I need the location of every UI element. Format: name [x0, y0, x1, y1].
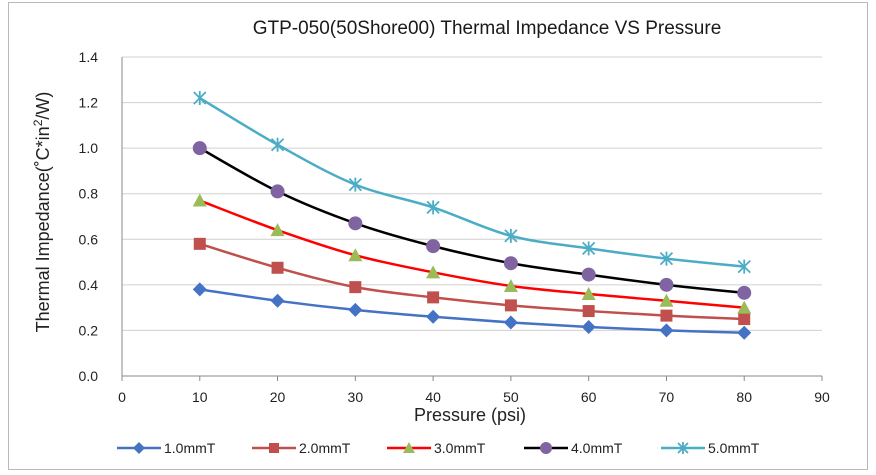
data-point-marker: [582, 305, 595, 318]
data-point-marker: [348, 216, 363, 231]
data-point-marker: [403, 442, 415, 453]
chart-title: GTP-050(50Shore00) Thermal Impedance VS …: [253, 18, 722, 39]
series-5.0mmT: [193, 91, 751, 274]
legend-item-3.0mmT: 3.0mmT: [387, 440, 486, 456]
data-point-marker: [504, 299, 517, 312]
data-point-marker: [737, 325, 752, 340]
y-tick-label: 0.8: [79, 186, 99, 202]
data-point-marker: [659, 323, 674, 338]
y-tick-label: 1.4: [79, 49, 99, 65]
x-tick-label: 70: [659, 389, 675, 405]
x-tick-label: 0: [118, 389, 126, 405]
x-tick-label: 30: [348, 389, 364, 405]
data-point-marker: [271, 261, 284, 274]
data-point-marker: [349, 281, 362, 294]
legend-item-4.0mmT: 4.0mmT: [524, 440, 623, 456]
y-axis-label: Thermal Impedance(˚C*in2/W): [31, 92, 53, 333]
data-point-marker: [504, 228, 518, 243]
data-point-marker: [192, 141, 207, 156]
legend-label: 5.0mmT: [708, 440, 760, 456]
x-tick-label: 90: [814, 389, 830, 405]
data-point-marker: [426, 239, 441, 254]
series-1.0mmT: [192, 282, 752, 340]
series-2.0mmT: [193, 237, 751, 326]
data-point-marker: [426, 309, 441, 324]
data-point-marker: [133, 442, 145, 454]
x-tick-label: 40: [425, 389, 441, 405]
data-point-marker: [348, 177, 362, 192]
data-point-marker: [581, 320, 596, 335]
y-axis-label-superscript: 2: [31, 119, 45, 126]
x-tick-labels: 0 10 20 30 40 50 60 70 80 90: [118, 389, 830, 405]
data-point-marker: [270, 184, 285, 199]
data-point-marker: [270, 137, 285, 152]
data-point-marker: [737, 300, 752, 314]
data-point-marker: [659, 293, 674, 307]
data-point-marker: [348, 302, 363, 317]
data-point-marker: [426, 200, 440, 215]
data-point-marker: [581, 286, 596, 300]
x-tick-label: 10: [192, 389, 208, 405]
x-tick-label: 80: [736, 389, 752, 405]
data-point-marker: [192, 282, 207, 297]
x-tick-label: 50: [503, 389, 519, 405]
y-tick-label: 0.4: [79, 277, 99, 293]
y-axis-label-unit-end: /W): [33, 92, 53, 120]
y-tick-label: 0.6: [79, 231, 99, 247]
y-axis-label-unit: ˚C*in: [33, 126, 53, 166]
y-tick-label: 1.0: [79, 140, 99, 156]
series-3.0mmT: [192, 193, 752, 314]
data-point-marker: [659, 277, 674, 292]
x-tick-label: 20: [270, 389, 286, 405]
y-tick-label: 0.2: [79, 322, 99, 338]
legend-item-1.0mmT: 1.0mmT: [117, 440, 216, 456]
data-point-marker: [270, 293, 285, 308]
data-point-marker: [737, 285, 752, 300]
legend-item-2.0mmT: 2.0mmT: [252, 440, 351, 456]
data-point-marker: [503, 315, 518, 330]
legend: 1.0mmT 2.0mmT 3.0mmT 4.0mmT 5.0mmT: [117, 440, 760, 456]
data-point-marker: [348, 248, 363, 262]
y-tick-labels: 0.0 0.2 0.4 0.6 0.8 1.0 1.2 1.4: [79, 49, 99, 384]
data-point-marker: [677, 442, 689, 454]
legend-label: 2.0mmT: [299, 440, 351, 456]
y-tick-label: 0.0: [79, 368, 99, 384]
data-point-marker: [540, 442, 552, 454]
series-group: [192, 91, 752, 340]
x-axis-label: Pressure (psi): [414, 405, 526, 425]
data-point-marker: [426, 265, 441, 279]
data-point-marker: [660, 309, 673, 322]
data-point-marker: [193, 91, 207, 106]
data-point-marker: [737, 259, 751, 274]
data-point-marker: [581, 267, 596, 282]
legend-item-5.0mmT: 5.0mmT: [661, 440, 760, 456]
data-point-marker: [270, 223, 285, 237]
legend-label: 4.0mmT: [571, 440, 623, 456]
legend-label: 1.0mmT: [164, 440, 216, 456]
chart-frame: [8, 2, 868, 470]
y-axis-label-main: Thermal Impedance(: [33, 166, 53, 332]
series-line: [199, 96, 745, 268]
axes: [121, 57, 823, 381]
data-point-marker: [582, 241, 596, 256]
legend-label: 3.0mmT: [434, 440, 486, 456]
y-tick-label: 1.2: [79, 95, 99, 111]
data-point-marker: [427, 291, 440, 304]
data-point-marker: [503, 278, 518, 292]
series-4.0mmT: [192, 141, 752, 300]
x-tick-label: 60: [581, 389, 597, 405]
data-point-marker: [192, 193, 207, 207]
series-line: [199, 288, 745, 334]
data-point-marker: [503, 256, 518, 271]
data-point-marker: [659, 251, 674, 266]
data-point-marker: [193, 237, 206, 250]
data-point-marker: [269, 443, 279, 453]
data-point-marker: [738, 313, 751, 326]
